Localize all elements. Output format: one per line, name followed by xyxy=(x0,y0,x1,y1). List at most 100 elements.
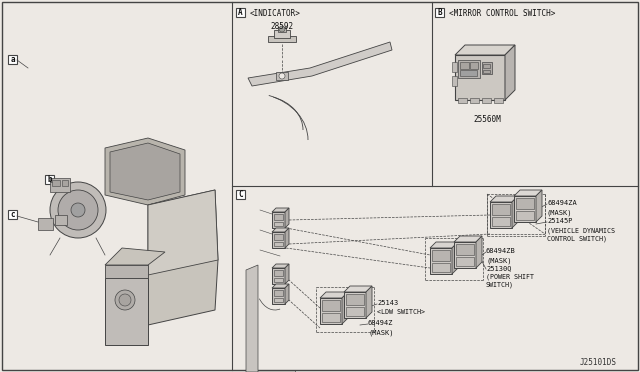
Text: (POWER SHIFT: (POWER SHIFT xyxy=(486,274,534,280)
Polygon shape xyxy=(455,45,515,55)
Polygon shape xyxy=(105,248,165,265)
Bar xyxy=(452,76,457,86)
Text: A: A xyxy=(238,8,243,17)
Bar xyxy=(320,298,342,324)
Bar xyxy=(492,217,510,226)
Text: 25560M: 25560M xyxy=(473,115,501,124)
Bar xyxy=(483,64,490,68)
Circle shape xyxy=(71,203,85,217)
Polygon shape xyxy=(344,286,372,292)
Bar xyxy=(274,214,283,220)
Polygon shape xyxy=(272,208,289,212)
Polygon shape xyxy=(490,196,518,202)
Bar xyxy=(8,210,17,219)
Circle shape xyxy=(279,73,285,79)
Polygon shape xyxy=(430,242,458,248)
Bar xyxy=(458,98,467,103)
Polygon shape xyxy=(110,143,180,200)
Bar xyxy=(494,98,503,103)
Bar xyxy=(50,178,70,192)
Bar xyxy=(492,204,510,215)
Text: (MASK): (MASK) xyxy=(368,329,394,336)
Text: c: c xyxy=(10,210,15,219)
Bar xyxy=(430,248,452,274)
Text: 68494Z: 68494Z xyxy=(368,320,394,326)
Bar xyxy=(483,70,490,73)
Bar xyxy=(55,215,67,225)
Bar xyxy=(278,27,286,32)
Bar xyxy=(344,292,366,318)
Text: 68494ZA: 68494ZA xyxy=(547,200,577,206)
Bar xyxy=(45,175,54,184)
Bar xyxy=(272,288,285,304)
Text: a: a xyxy=(10,55,15,64)
Bar xyxy=(470,62,478,69)
Text: B: B xyxy=(437,8,442,17)
Bar xyxy=(268,36,296,42)
Text: b: b xyxy=(47,175,52,184)
Bar xyxy=(272,232,285,248)
Circle shape xyxy=(58,190,98,230)
Bar xyxy=(482,62,492,74)
Polygon shape xyxy=(272,228,289,232)
Polygon shape xyxy=(505,45,515,100)
Bar xyxy=(62,180,68,186)
Bar xyxy=(456,257,474,266)
Bar xyxy=(516,211,534,220)
Bar xyxy=(454,242,476,268)
Text: (MASK): (MASK) xyxy=(486,257,511,263)
Text: (VEHICLE DYNAMICS: (VEHICLE DYNAMICS xyxy=(547,227,615,234)
Bar xyxy=(435,8,444,17)
Circle shape xyxy=(50,182,106,238)
Bar xyxy=(38,218,53,230)
Bar xyxy=(456,244,474,255)
Polygon shape xyxy=(512,196,518,228)
Polygon shape xyxy=(28,32,218,148)
Bar xyxy=(490,202,512,228)
Bar xyxy=(8,55,17,64)
Polygon shape xyxy=(366,286,372,318)
Bar xyxy=(470,98,479,103)
Polygon shape xyxy=(272,264,289,268)
Bar xyxy=(272,268,285,284)
Bar xyxy=(346,294,364,305)
Polygon shape xyxy=(476,236,482,268)
Polygon shape xyxy=(35,30,220,145)
Polygon shape xyxy=(285,228,289,248)
Polygon shape xyxy=(105,138,185,205)
Polygon shape xyxy=(272,284,289,288)
Bar xyxy=(274,298,283,302)
Bar xyxy=(322,300,340,311)
Text: 25143: 25143 xyxy=(377,300,398,306)
Bar xyxy=(274,270,283,276)
Text: 28592: 28592 xyxy=(271,22,294,31)
Polygon shape xyxy=(246,265,258,372)
Text: C: C xyxy=(238,190,243,199)
Text: SWITCH): SWITCH) xyxy=(486,282,514,289)
Polygon shape xyxy=(246,190,295,372)
Bar xyxy=(236,190,245,199)
Text: J25101DS: J25101DS xyxy=(580,358,617,367)
Polygon shape xyxy=(148,190,218,275)
Text: <LDW SWITCH>: <LDW SWITCH> xyxy=(377,309,425,315)
Polygon shape xyxy=(285,264,289,284)
Text: 25130Q: 25130Q xyxy=(486,265,511,271)
Bar xyxy=(272,212,285,228)
Polygon shape xyxy=(285,284,289,304)
Bar xyxy=(514,196,536,222)
Bar xyxy=(458,60,480,78)
Polygon shape xyxy=(18,60,35,260)
Bar xyxy=(322,313,340,322)
Bar xyxy=(274,222,283,226)
Bar xyxy=(432,263,450,272)
Polygon shape xyxy=(454,236,482,242)
Bar xyxy=(274,234,283,240)
Bar xyxy=(346,307,364,316)
Text: CONTROL SWITCH): CONTROL SWITCH) xyxy=(547,235,607,241)
Circle shape xyxy=(115,290,135,310)
Bar xyxy=(274,242,283,246)
Bar xyxy=(455,55,505,100)
Bar xyxy=(274,278,283,282)
Circle shape xyxy=(119,294,131,306)
Bar xyxy=(460,62,469,69)
